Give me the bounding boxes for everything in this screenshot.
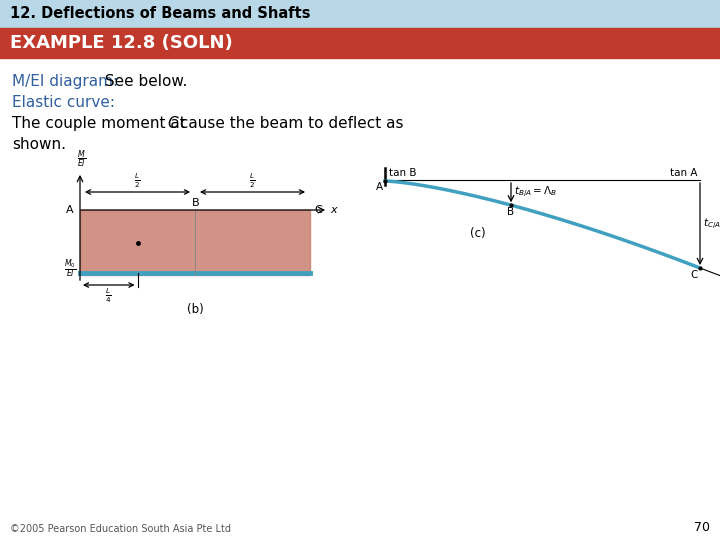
Text: (c): (c) xyxy=(470,227,486,240)
Text: B: B xyxy=(508,207,515,217)
Text: x: x xyxy=(330,205,337,215)
Text: See below.: See below. xyxy=(100,74,187,89)
Text: M/EI diagram:: M/EI diagram: xyxy=(12,74,118,89)
Text: tan B: tan B xyxy=(389,168,416,178)
Bar xyxy=(80,210,310,275)
Text: B: B xyxy=(192,198,200,208)
Text: The couple moment at: The couple moment at xyxy=(12,116,191,131)
Text: $\frac{L}{2}$: $\frac{L}{2}$ xyxy=(134,172,141,190)
Text: $t_{C/A}=\Delta_C$: $t_{C/A}=\Delta_C$ xyxy=(703,217,720,232)
Text: $\frac{L}{2}$: $\frac{L}{2}$ xyxy=(249,172,256,190)
Text: 70: 70 xyxy=(694,521,710,534)
Text: ©2005 Pearson Education South Asia Pte Ltd: ©2005 Pearson Education South Asia Pte L… xyxy=(10,524,231,534)
Bar xyxy=(0,0,720,28)
Text: EXAMPLE 12.8 (SOLN): EXAMPLE 12.8 (SOLN) xyxy=(10,34,233,52)
Text: C: C xyxy=(167,116,178,131)
Text: $\frac{L}{4}$: $\frac{L}{4}$ xyxy=(105,287,112,306)
Text: C: C xyxy=(314,205,322,215)
Text: $t_{B/A}=\Lambda_B$: $t_{B/A}=\Lambda_B$ xyxy=(514,185,557,200)
Bar xyxy=(0,28,720,58)
Text: Elastic curve:: Elastic curve: xyxy=(12,95,115,110)
Text: A: A xyxy=(66,205,74,215)
Text: $\frac{M}{EI}$: $\frac{M}{EI}$ xyxy=(77,148,86,170)
Text: $\frac{M_0}{EI}$: $\frac{M_0}{EI}$ xyxy=(63,258,76,280)
Text: (b): (b) xyxy=(186,303,203,316)
Text: cause the beam to deflect as: cause the beam to deflect as xyxy=(175,116,403,131)
Text: tan A: tan A xyxy=(670,168,698,178)
Text: A: A xyxy=(376,182,383,192)
Text: shown.: shown. xyxy=(12,137,66,152)
Text: 12. Deflections of Beams and Shafts: 12. Deflections of Beams and Shafts xyxy=(10,6,310,22)
Text: C: C xyxy=(690,270,698,280)
